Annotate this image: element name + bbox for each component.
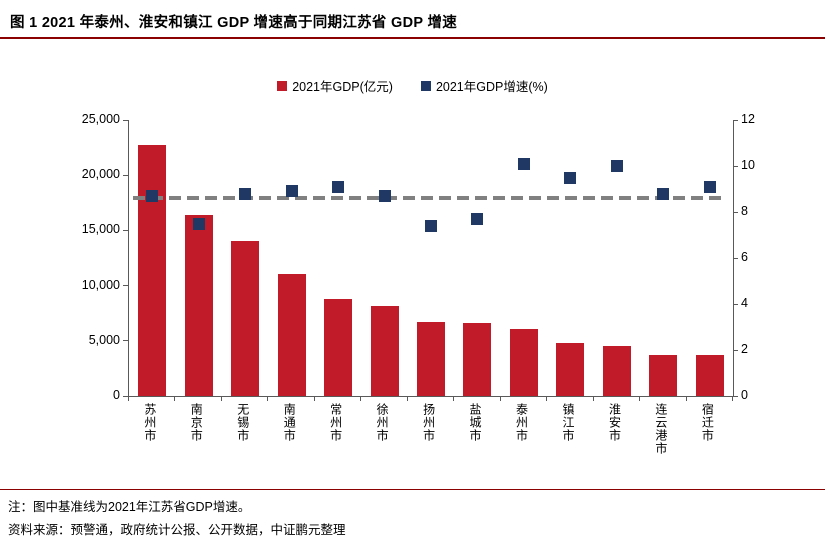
left-axis-tick-label: 10,000 [81, 277, 120, 292]
growth-marker [285, 185, 298, 198]
x-axis-category-label: 盐城市 [468, 403, 483, 442]
x-axis-category-label: 连云港市 [653, 403, 668, 455]
right-axis-tick-label: 8 [741, 204, 748, 218]
right-axis-tick [733, 349, 738, 351]
x-axis-tick [313, 397, 315, 401]
x-axis-category-label: 无锡市 [235, 403, 250, 442]
right-axis-tick [733, 165, 738, 167]
x-axis-tick [499, 397, 501, 401]
x-axis-category-label: 扬州市 [421, 403, 436, 442]
x-axis-category-label: 常州市 [328, 403, 343, 442]
right-axis-tick [733, 119, 738, 121]
growth-marker [517, 157, 530, 170]
left-axis-tick-label: 15,000 [81, 222, 120, 237]
x-axis-category-label: 南京市 [189, 403, 204, 442]
gdp-bar [324, 298, 353, 396]
right-axis-tick [733, 395, 738, 397]
legend-item-gdp: 2021年GDP(亿元) [277, 76, 393, 95]
gdp-bar [556, 343, 585, 396]
left-axis-tick-label: 20,000 [81, 167, 120, 182]
right-axis-tick [733, 303, 738, 305]
chart-source: 资料来源：预警通，政府统计公报、公开数据，中证鹏元整理 [8, 523, 346, 537]
right-axis-tick [733, 211, 738, 213]
x-axis-tick [592, 397, 594, 401]
x-axis-tick [453, 397, 455, 401]
x-axis-tick [174, 397, 176, 401]
gdp-bar [649, 354, 678, 396]
growth-marker [657, 187, 670, 200]
x-axis-tick [360, 397, 362, 401]
right-axis-tick-label: 10 [741, 158, 755, 172]
growth-marker [332, 180, 345, 193]
left-axis-tick-label: 25,000 [81, 112, 120, 126]
gdp-bar [277, 274, 306, 396]
x-axis-tick [685, 397, 687, 401]
chart-note: 注：图中基准线为2021年江苏省GDP增速。 [8, 500, 251, 514]
x-axis-tick [639, 397, 641, 401]
plot-area [128, 120, 734, 397]
gdp-bar [463, 322, 492, 396]
growth-marker [239, 187, 252, 200]
right-axis-tick-label: 0 [741, 388, 748, 402]
x-axis-tick [732, 397, 733, 401]
growth-marker [610, 160, 623, 172]
chart-legend: 2021年GDP(亿元) 2021年GDP增速(%) [0, 76, 825, 95]
growth-marker [192, 217, 205, 230]
right-axis-tick-label: 2 [741, 342, 748, 356]
gdp-bar [602, 345, 631, 396]
x-axis-category-label: 镇江市 [560, 403, 575, 442]
legend-label-growth: 2021年GDP增速(%) [435, 80, 548, 94]
left-axis-tick [123, 119, 128, 121]
gdp-bar [417, 322, 445, 396]
footer-divider [0, 489, 825, 490]
x-axis-tick [267, 397, 269, 401]
right-axis-tick [733, 257, 738, 259]
growth-marker [564, 171, 577, 184]
legend-label-gdp: 2021年GDP(亿元) [292, 80, 393, 94]
gdp-bar [370, 306, 399, 396]
gdp-bar-swatch-icon [277, 80, 288, 91]
left-axis-tick [123, 395, 128, 397]
growth-marker [378, 189, 391, 202]
gdp-bar [509, 329, 538, 396]
gdp-bar [695, 354, 724, 396]
growth-marker-swatch-icon [420, 80, 431, 91]
x-axis-tick [406, 397, 408, 401]
x-axis-category-label: 泰州市 [514, 403, 529, 442]
legend-item-growth: 2021年GDP增速(%) [420, 76, 548, 95]
growth-marker [703, 180, 716, 193]
growth-marker [146, 189, 159, 202]
left-axis-tick-label: 5,000 [88, 332, 120, 347]
right-axis-tick-label: 6 [741, 250, 748, 264]
x-axis-category-label: 宿迁市 [700, 403, 715, 442]
right-axis-tick-label: 12 [741, 112, 755, 126]
gdp-bar [138, 145, 167, 396]
x-axis-category-label: 苏州市 [142, 403, 157, 442]
left-axis-tick [123, 174, 128, 176]
left-axis-tick [123, 229, 128, 231]
x-axis-tick [546, 397, 548, 401]
x-axis-tick [128, 397, 129, 401]
left-axis-tick-label: 0 [113, 388, 120, 402]
growth-marker [471, 212, 484, 225]
figure-title: 图 1 2021 年泰州、淮安和镇江 GDP 增速高于同期江苏省 GDP 增速 [10, 15, 458, 31]
left-axis-tick [123, 340, 128, 342]
gdp-bar [231, 241, 260, 396]
x-axis-category-label: 南通市 [282, 403, 297, 442]
x-axis-category-label: 徐州市 [375, 403, 390, 442]
right-axis-tick-label: 4 [741, 296, 748, 310]
x-axis-tick [220, 397, 222, 401]
province-growth-baseline [133, 196, 725, 201]
growth-marker [425, 219, 437, 232]
gdp-bar [184, 215, 213, 396]
left-axis-tick [123, 285, 128, 287]
title-divider [0, 37, 825, 39]
x-axis-category-label: 淮安市 [607, 403, 622, 442]
